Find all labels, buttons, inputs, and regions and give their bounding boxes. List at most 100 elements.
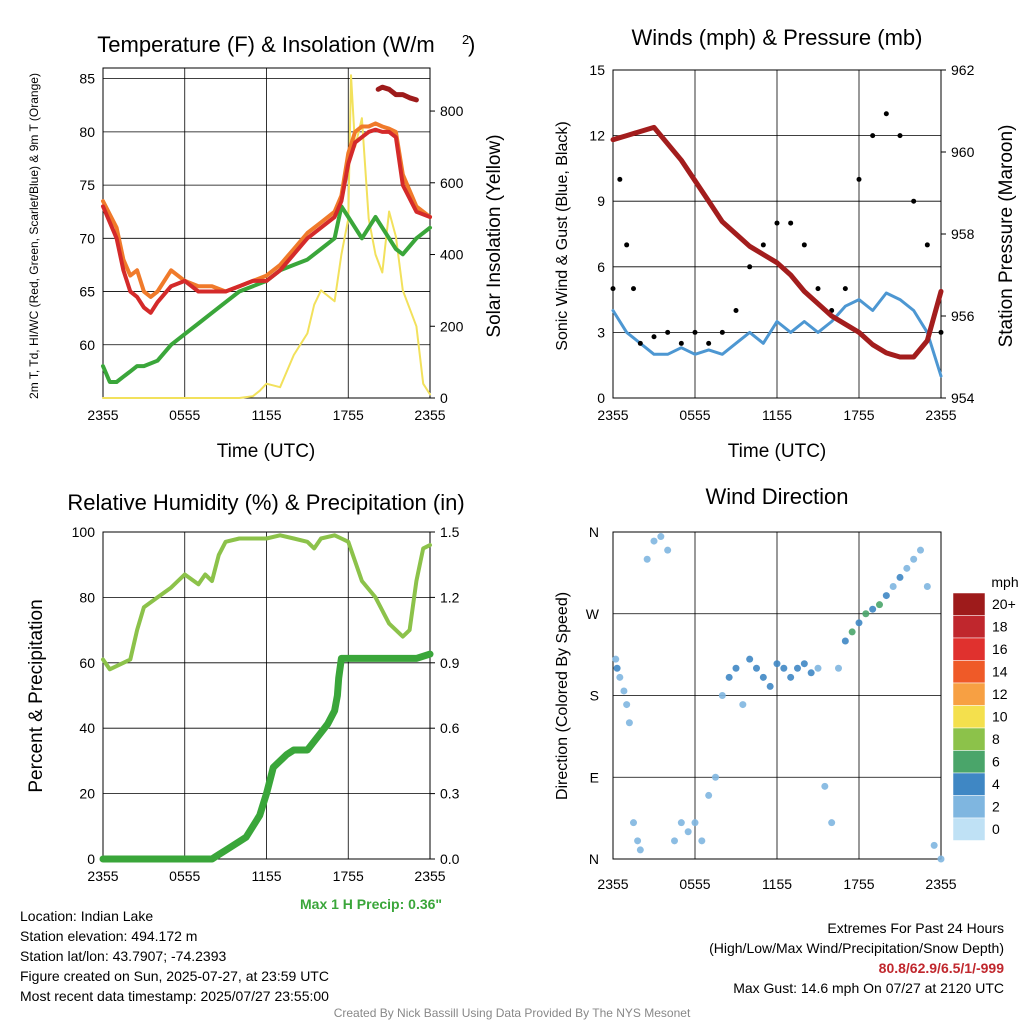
direction-point <box>664 546 672 554</box>
y2-tick-label: 800 <box>440 103 464 119</box>
gust-point <box>651 334 657 340</box>
colorbar-label: 20+ <box>992 596 1016 612</box>
y-axis-label: 2m T, Td, HI/WC (Red, Green, Scarlet/Blu… <box>27 73 41 399</box>
y-tick-label: 15 <box>589 62 605 78</box>
y-axis-label: Sonic Wind & Gust (Blue, Black) <box>554 121 571 350</box>
colorbar-swatch <box>952 637 986 661</box>
colorbar-label: 6 <box>992 754 1000 770</box>
direction-point <box>869 605 877 613</box>
x-tick-label: 2355 <box>87 407 118 423</box>
direction-point <box>923 583 931 590</box>
direction-point <box>835 664 842 672</box>
y2-tick-label: 0 <box>440 390 448 406</box>
y2-tick-label: 960 <box>951 144 975 160</box>
y-tick-label: 40 <box>79 720 95 736</box>
direction-point <box>876 601 883 609</box>
direction-point <box>684 828 692 836</box>
extremes-info: Extremes For Past 24 Hours (High/Low/Max… <box>709 918 1004 998</box>
direction-point <box>691 819 699 827</box>
extremes-subtitle: (High/Low/Max Wind/Precipitation/Snow De… <box>709 940 1004 956</box>
gust-point <box>631 286 636 292</box>
chart-title: ) <box>468 32 475 57</box>
gust-point <box>719 329 725 335</box>
direction-point <box>718 692 726 699</box>
colorbar-swatch <box>952 817 986 841</box>
recent-text: Most recent data timestamp: 2025/07/27 2… <box>20 988 329 1004</box>
y2-tick-label: 956 <box>951 308 975 324</box>
colorbar-swatch <box>952 660 986 684</box>
gust-point <box>911 198 917 204</box>
direction-point <box>910 555 918 563</box>
y-tick-label: 20 <box>79 786 95 802</box>
gust-point <box>692 329 698 335</box>
chart-title-superscript: 2 <box>462 32 469 47</box>
x-tick-label: 1755 <box>843 876 874 892</box>
direction-point <box>896 573 904 581</box>
direction-point <box>634 837 642 845</box>
gust-point <box>733 308 739 314</box>
precip-series <box>99 650 434 863</box>
y-tick-label: 3 <box>597 324 605 340</box>
direction-point <box>650 537 658 545</box>
x-tick-label: 2355 <box>414 868 445 884</box>
y-tick-label: 9 <box>597 193 605 209</box>
direction-point <box>855 619 863 627</box>
y-tick-label: 100 <box>72 524 96 540</box>
y2-tick-label: 1.2 <box>440 589 460 605</box>
gust-point <box>842 286 848 292</box>
y2-axis-label: Station Pressure (Maroon) <box>996 125 1017 348</box>
colorbar-swatch <box>952 795 986 819</box>
heat-index-series <box>375 84 419 103</box>
colorbar-label: 0 <box>992 821 1000 837</box>
chart-title: Wind Direction <box>705 484 848 509</box>
x-tick-label: 2355 <box>87 868 118 884</box>
y2-tick-label: 1.5 <box>440 524 460 540</box>
colorbar-label: 4 <box>992 776 1000 792</box>
x-tick-label: 1155 <box>251 407 281 423</box>
direction-point <box>780 664 788 672</box>
gust-point <box>610 286 616 292</box>
y-tick-label: S <box>590 688 599 704</box>
y-axis-label: Direction (Colored By Speed) <box>554 592 571 800</box>
y-tick-label: 60 <box>79 337 95 353</box>
direction-point <box>787 673 795 681</box>
y2-tick-label: 400 <box>440 247 464 263</box>
location-text: Location: Indian Lake <box>20 908 154 924</box>
wind-series <box>611 291 943 378</box>
chart-title: Temperature (F) & Insolation (W/m <box>97 32 434 57</box>
direction-point <box>828 819 836 827</box>
colorbar-label: 14 <box>992 664 1008 680</box>
direction-point <box>698 837 706 845</box>
direction-point <box>862 610 870 618</box>
x-tick-label: 2355 <box>597 407 628 423</box>
x-tick-label: 1755 <box>333 407 364 423</box>
y-tick-label: N <box>589 851 599 867</box>
direction-point <box>616 673 624 681</box>
station-info: Location: Indian Lake Station elevation:… <box>20 906 329 1006</box>
direction-point <box>759 673 767 681</box>
gust-point <box>897 133 903 139</box>
direction-point <box>636 846 644 854</box>
chart-title: Winds (mph) & Pressure (mb) <box>632 25 923 50</box>
x-tick-label: 0555 <box>169 407 200 423</box>
credit-text: Created By Nick Bassill Using Data Provi… <box>333 1006 691 1020</box>
y-tick-label: 65 <box>79 284 95 300</box>
y2-tick-label: 600 <box>440 175 464 191</box>
gust-point <box>665 329 671 335</box>
y-tick-label: 80 <box>79 124 95 140</box>
extremes-values: 80.8/62.9/6.5/1/-999 <box>878 960 1004 976</box>
y-axis-label: Percent & Precipitation <box>26 599 47 792</box>
colorbar-swatch <box>952 615 986 639</box>
direction-point <box>613 664 621 672</box>
direction-point <box>630 819 637 827</box>
x-tick-label: 1755 <box>333 868 364 884</box>
y-tick-label: 6 <box>597 259 605 275</box>
t2m-series <box>101 127 432 315</box>
y2-tick-label: 962 <box>951 62 975 78</box>
direction-point <box>937 855 945 863</box>
direction-point <box>712 773 719 781</box>
direction-point <box>903 564 911 572</box>
direction-point <box>746 655 754 663</box>
x-axis-label: Time (UTC) <box>217 441 316 462</box>
gust-point <box>938 329 944 335</box>
